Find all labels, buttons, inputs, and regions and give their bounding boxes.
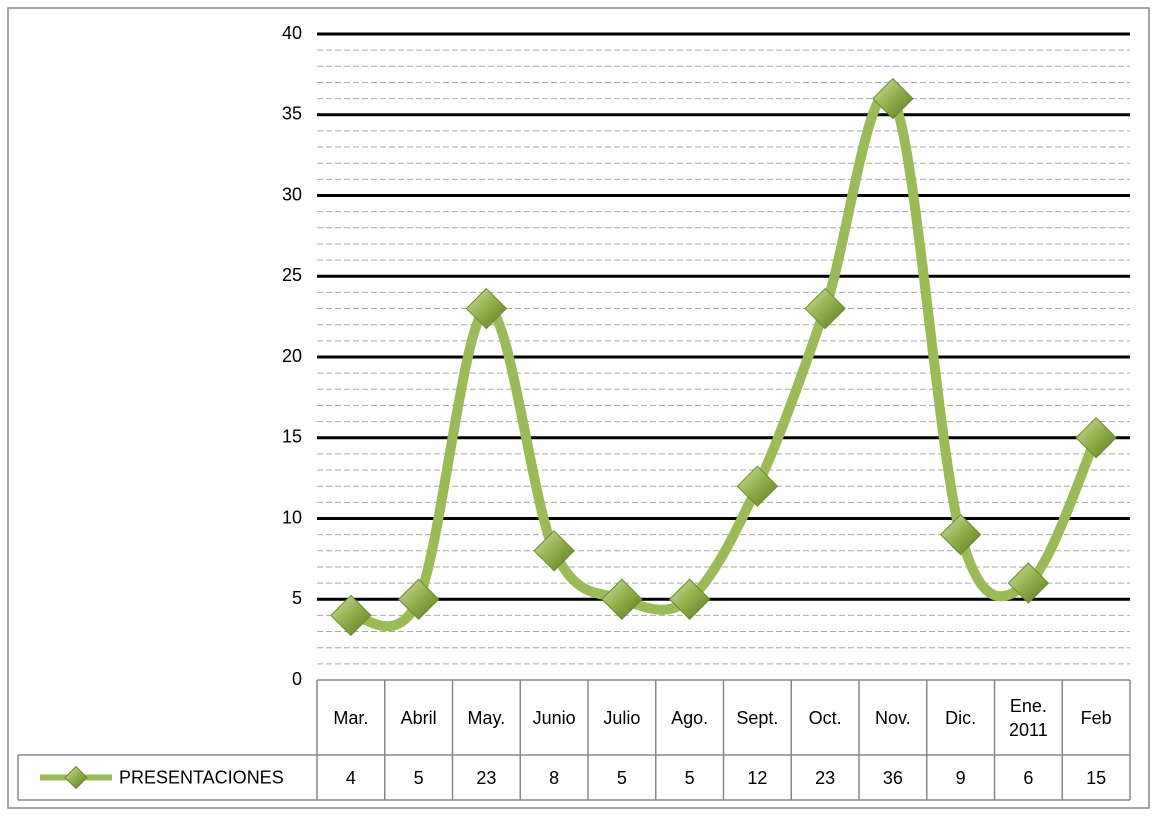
marker [533,530,575,572]
table-value: 9 [955,767,966,788]
marker [736,465,779,507]
y-tick-label: 25 [282,265,302,285]
table-value: 23 [815,767,836,788]
marker [668,578,711,620]
table-value: 4 [345,767,356,788]
x-tick-label: Sept. [736,707,779,728]
marker [1075,417,1117,459]
x-tick-label: Ago. [671,707,709,728]
table-value: 15 [1086,767,1107,788]
marker [397,578,440,620]
y-tick-label: 10 [282,507,302,527]
y-tick-label: 15 [282,427,302,447]
table-value: 5 [684,767,695,788]
table-value: 23 [476,767,497,788]
table-value: 5 [413,767,424,788]
x-tick-label: Dic. [945,707,977,728]
marker [872,77,914,120]
marker [465,287,508,330]
table-value: 5 [616,767,627,788]
x-tick-label: Feb [1080,707,1112,728]
marker [939,513,982,556]
table-value: 8 [549,767,560,788]
table-value: 36 [882,767,903,788]
x-tick-label: May. [467,707,506,728]
marker [601,578,643,620]
table-value: 6 [1023,767,1034,788]
y-tick-label: 35 [282,104,302,124]
marker [804,287,846,330]
chart-border [7,7,1150,809]
y-tick-label: 0 [292,669,302,689]
y-tick-label: 30 [282,184,302,204]
y-tick-label: 5 [292,588,302,608]
x-tick-label: Julio [603,707,641,728]
table-value: 12 [747,767,768,788]
marker [64,765,88,790]
marker [330,594,372,637]
x-tick-label: Oct. [808,707,842,728]
x-tick-label: Nov. [875,707,911,728]
x-tick-label: Abril [400,707,437,728]
marker [1007,562,1050,604]
y-tick-label: 40 [282,23,302,43]
x-tick-label: Junio [532,707,576,728]
y-tick-label: 20 [282,346,302,366]
x-tick-label: Mar. [333,707,369,728]
legend-label: PRESENTACIONES [119,767,284,787]
x-tick-label: Ene. 2011 [1009,695,1048,740]
